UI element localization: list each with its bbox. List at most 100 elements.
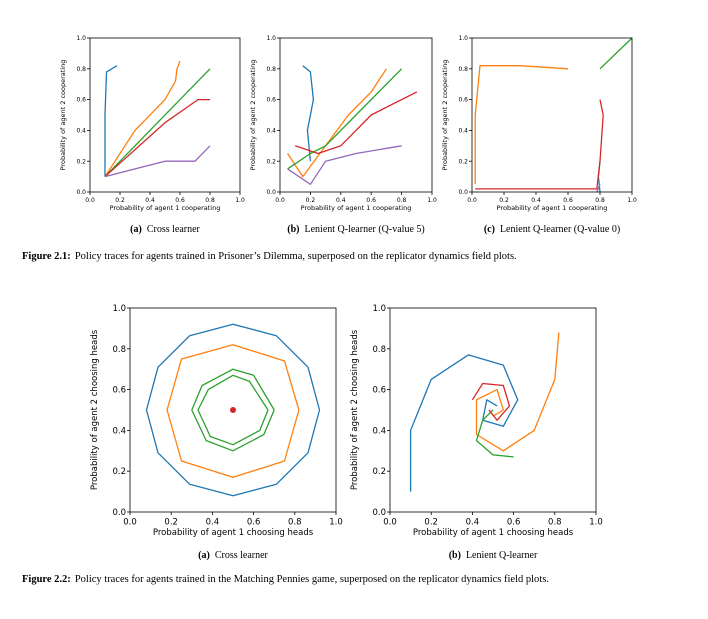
policy-trace (166, 344, 300, 478)
y-tick-label: 0.2 (266, 158, 276, 165)
y-tick-label: 0.8 (76, 66, 86, 73)
x-tick-label: 0.6 (507, 518, 521, 528)
y-tick-label: 0.0 (458, 189, 468, 196)
x-tick-label: 0.6 (563, 197, 573, 204)
y-tick-label: 0.4 (112, 426, 126, 436)
x-tick-label: 1.0 (627, 197, 637, 204)
y-tick-label: 0.0 (112, 508, 126, 518)
plot-frame (129, 307, 337, 513)
x-tick-label: 0.8 (288, 518, 302, 528)
caption-label: Figure 2.1: (22, 251, 71, 262)
x-axis-label: Probability of agent 1 choosing heads (413, 528, 574, 538)
y-tick-label: 0.8 (372, 345, 386, 355)
x-tick-label: 0.4 (531, 197, 541, 204)
x-tick-label: 0.2 (115, 197, 125, 204)
y-tick-label: 0.4 (266, 128, 276, 135)
policy-trace (471, 382, 511, 421)
caption-text: Lenient Q-learner (Q-value 5) (305, 224, 425, 235)
fixed-point (230, 407, 236, 413)
figure-caption: Figure 2.2: Policy traces for agents trai… (22, 572, 682, 588)
x-tick-label: 0.8 (548, 518, 562, 528)
x-tick-label: 0.0 (383, 518, 397, 528)
x-axis-label: Probability of agent 1 cooperating (110, 204, 221, 212)
x-tick-label: 1.0 (329, 518, 343, 528)
subfigure-caption: (a) Cross learner (198, 550, 268, 561)
x-tick-label: 0.8 (397, 197, 407, 204)
caption-text: Lenient Q-learner (466, 550, 538, 561)
x-tick-label: 0.2 (164, 518, 178, 528)
policy-trace (302, 65, 315, 162)
x-tick-label: 0.4 (466, 518, 480, 528)
x-tick-label: 0.0 (85, 197, 95, 204)
policy-trace (475, 99, 604, 190)
x-tick-label: 0.6 (366, 197, 376, 204)
policy-trace (599, 37, 633, 70)
plot-frame (89, 37, 241, 193)
subfigure-caption: (c) Lenient Q-learner (Q-value 0) (484, 224, 620, 235)
x-tick-label: 0.4 (206, 518, 220, 528)
y-axis-label: Probability of agent 2 cooperating (59, 60, 67, 171)
y-axis-label: Probability of agent 2 cooperating (249, 60, 257, 171)
y-tick-label: 0.6 (112, 386, 126, 396)
y-tick-label: 1.0 (266, 35, 276, 42)
policy-trace (475, 332, 560, 452)
x-axis-label: Probability of agent 1 cooperating (497, 204, 608, 212)
y-tick-label: 0.2 (372, 467, 386, 477)
y-tick-label: 0.4 (372, 426, 386, 436)
caption-text: Policy traces for agents trained in the … (74, 574, 549, 585)
policy-trace (104, 60, 181, 177)
plot-frame (471, 37, 633, 193)
y-tick-label: 1.0 (76, 35, 86, 42)
policy-trace (197, 374, 269, 446)
y-tick-label: 0.8 (112, 345, 126, 355)
y-tick-label: 0.6 (458, 97, 468, 104)
subfigure-caption: (a) Cross learner (130, 224, 200, 235)
y-tick-label: 0.6 (266, 97, 276, 104)
policy-trace (104, 68, 211, 178)
policy-trace (104, 145, 211, 178)
x-tick-label: 0.0 (467, 197, 477, 204)
y-axis-label: Probability of agent 2 choosing heads (350, 329, 360, 490)
policy-trace (104, 65, 118, 177)
figure-caption: Figure 2.1: Policy traces for agents trai… (22, 249, 692, 265)
policy-trace (475, 409, 514, 458)
policy-trace (287, 68, 387, 178)
policy-trace (287, 145, 402, 185)
y-tick-label: 1.0 (458, 35, 468, 42)
y-tick-label: 0.2 (458, 158, 468, 165)
policy-trace (294, 91, 418, 155)
caption-text: Lenient Q-learner (Q-value 0) (500, 224, 620, 235)
x-tick-label: 0.6 (247, 518, 261, 528)
x-tick-label: 0.0 (275, 197, 285, 204)
y-tick-label: 0.6 (76, 97, 86, 104)
y-tick-label: 0.8 (266, 66, 276, 73)
x-tick-label: 0.2 (306, 197, 316, 204)
caption-text: Policy traces for agents trained in Pris… (74, 251, 517, 262)
x-tick-label: 0.6 (175, 197, 185, 204)
y-tick-label: 0.4 (76, 128, 86, 135)
x-axis-label: Probability of agent 1 cooperating (301, 204, 412, 212)
y-tick-label: 0.0 (372, 508, 386, 518)
y-tick-label: 1.0 (372, 304, 386, 314)
policy-trace (145, 323, 321, 497)
caption-label: Figure 2.2: (22, 574, 71, 585)
caption-label: (a) (130, 224, 142, 235)
caption-label: (b) (449, 550, 461, 561)
y-tick-label: 0.6 (372, 386, 386, 396)
policy-trace (287, 68, 403, 170)
x-tick-label: 1.0 (589, 518, 603, 528)
policy-trace (474, 65, 569, 185)
plot-frame (389, 307, 597, 513)
policy-trace (191, 368, 275, 452)
y-tick-label: 0.8 (458, 66, 468, 73)
policy-trace (409, 354, 519, 492)
subfigure-caption: (b) Lenient Q-learner (Q-value 5) (287, 224, 424, 235)
y-tick-label: 1.0 (112, 304, 126, 314)
caption-text: Cross learner (147, 224, 201, 235)
caption-label: (a) (198, 550, 210, 561)
plot-frame (279, 37, 433, 193)
x-tick-label: 1.0 (235, 197, 245, 204)
y-tick-label: 0.0 (76, 189, 86, 196)
